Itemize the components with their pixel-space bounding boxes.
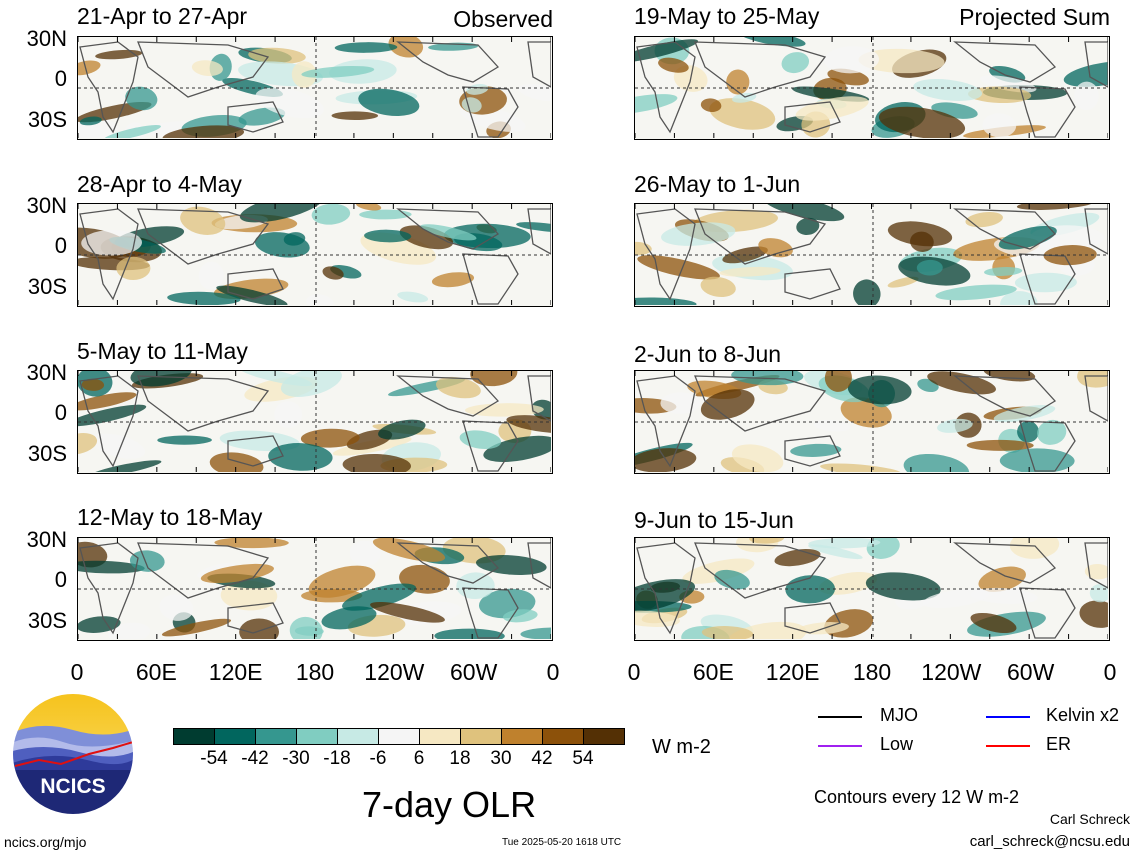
colorbar-swatch-4 <box>337 728 379 745</box>
y-tick-eq-panel-3: 0 <box>54 400 67 425</box>
olr-map <box>78 204 551 305</box>
map-panel-left-3 <box>77 370 553 474</box>
colorbar-tick-0: -54 <box>200 748 228 769</box>
colorbar-swatch-10 <box>583 728 625 745</box>
x-tick-right-5: 60W <box>1007 659 1055 685</box>
colorbar-swatch-0 <box>173 728 215 745</box>
y-tick-eq-panel-1: 0 <box>54 66 67 91</box>
legend-low-label: Low <box>880 734 914 754</box>
y-tick-eq-panel-2: 0 <box>54 233 67 258</box>
panel-title-left-2: 28-Apr to 4-May <box>77 171 242 197</box>
x-tick-left-1: 60E <box>135 659 177 685</box>
map-panel-left-4 <box>77 537 553 641</box>
panel-title-right-4: 9-Jun to 15-Jun <box>634 507 794 533</box>
colorbar-tick-9: 54 <box>572 748 594 769</box>
y-tick-30s-panel-2: 30S <box>27 274 67 299</box>
y-tick-30n-panel-1: 30N <box>26 26 67 51</box>
olr-map <box>635 538 1108 639</box>
ncics-logo: NCICS <box>11 692 135 816</box>
olr-map <box>635 204 1108 305</box>
legend-low-line <box>818 745 862 747</box>
y-tick-30s-panel-4: 30S <box>27 608 67 633</box>
x-tick-right-2: 120E <box>765 659 820 685</box>
panel-title-right-3: 2-Jun to 8-Jun <box>634 341 782 367</box>
panel-title-right-2: 26-May to 1-Jun <box>634 171 801 197</box>
colorbar-swatch-8 <box>501 728 543 745</box>
map-panel-right-4 <box>634 537 1110 641</box>
footer-url: ncics.org/mjo <box>4 834 87 850</box>
y-tick-30s-panel-1: 30S <box>27 107 67 132</box>
y-tick-30s-panel-3: 30S <box>27 441 67 466</box>
main-title: 7-day OLR <box>362 784 537 825</box>
footer-author: Carl Schreck <box>1049 811 1130 827</box>
x-tick-left-3: 180 <box>295 659 335 685</box>
observed-label: Observed <box>453 6 553 32</box>
colorbar-swatch-1 <box>214 728 256 745</box>
projected-sum-label: Projected Sum <box>959 4 1110 30</box>
footer-timestamp: Tue 2025-05-20 1618 UTC <box>502 837 622 848</box>
legend-mjo-label: MJO <box>880 705 918 725</box>
colorbar-swatch-5 <box>378 728 420 745</box>
colorbar-swatch-9 <box>542 728 584 745</box>
colorbar-tick-2: -30 <box>282 748 310 769</box>
legend-er-label: ER <box>1046 734 1072 754</box>
colorbar-swatch-2 <box>255 728 297 745</box>
map-panel-right-2 <box>634 203 1110 307</box>
panel-title-left-1: 21-Apr to 27-Apr <box>77 3 248 29</box>
colorbar-swatch-7 <box>460 728 502 745</box>
colorbar-tick-1: -42 <box>241 748 269 769</box>
x-tick-left-5: 60W <box>450 659 498 685</box>
panel-title-right-1: 19-May to 25-May <box>634 3 820 29</box>
x-tick-right-6: 0 <box>1103 659 1117 685</box>
colorbar-tick-7: 30 <box>490 748 512 769</box>
x-tick-right-1: 60E <box>692 659 734 685</box>
x-tick-right-4: 120W <box>921 659 982 685</box>
legend-kelvin-label: Kelvin x2 <box>1046 705 1120 725</box>
x-tick-right-3: 180 <box>852 659 892 685</box>
olr-map <box>78 538 551 639</box>
legend-er-line <box>986 745 1030 747</box>
logo-text: NCICS <box>40 775 105 798</box>
footer-email: carl_schreck@ncsu.edu <box>969 833 1130 850</box>
colorbar-swatch-6 <box>419 728 461 745</box>
x-tick-right-0: 0 <box>627 659 641 685</box>
colorbar-tick-4: -6 <box>369 748 387 769</box>
colorbar-swatch-3 <box>296 728 338 745</box>
colorbar-tick-5: 6 <box>413 748 425 769</box>
y-tick-eq-panel-4: 0 <box>54 567 67 592</box>
olr-map <box>635 371 1108 472</box>
contours-note: Contours every 12 W m-2 <box>814 787 1020 807</box>
legend-kelvin-line <box>986 716 1030 718</box>
panel-title-left-3: 5-May to 11-May <box>77 338 248 364</box>
x-tick-left-2: 120E <box>208 659 263 685</box>
map-panel-left-2 <box>77 203 553 307</box>
map-panel-right-1 <box>634 36 1110 140</box>
x-tick-left-6: 0 <box>546 659 560 685</box>
olr-map <box>78 37 551 138</box>
olr-map <box>78 371 551 472</box>
map-panel-left-1 <box>77 36 553 140</box>
colorbar-tick-3: -18 <box>323 748 351 769</box>
y-tick-30n-panel-2: 30N <box>26 193 67 218</box>
x-tick-left-4: 120W <box>364 659 425 685</box>
olr-map <box>635 37 1108 138</box>
colorbar-tick-8: 42 <box>531 748 553 769</box>
y-tick-30n-panel-4: 30N <box>26 527 67 552</box>
legend-mjo-line <box>818 716 862 718</box>
map-panel-right-3 <box>634 370 1110 474</box>
x-tick-left-0: 0 <box>70 659 84 685</box>
colorbar-units: W m-2 <box>652 736 711 758</box>
panel-title-left-4: 12-May to 18-May <box>77 504 263 530</box>
y-tick-30n-panel-3: 30N <box>26 360 67 385</box>
colorbar-tick-6: 18 <box>449 748 471 769</box>
